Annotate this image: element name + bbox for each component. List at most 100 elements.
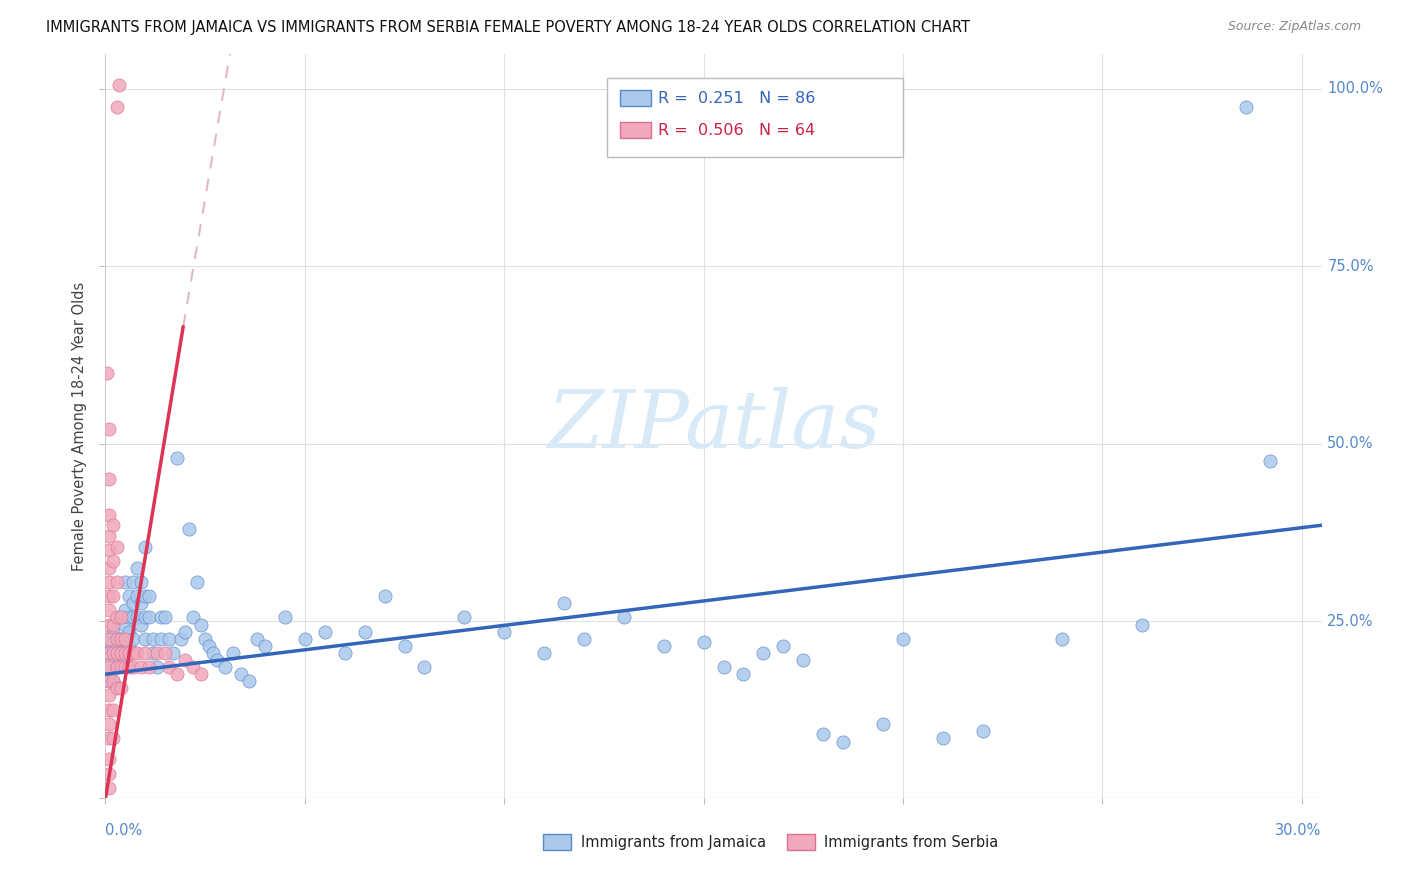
Point — [118, 589, 141, 603]
Point — [353, 624, 375, 639]
Point — [533, 646, 555, 660]
Point — [238, 674, 260, 689]
Point — [110, 646, 132, 660]
Point — [107, 540, 129, 554]
Point — [138, 610, 160, 624]
Point — [110, 660, 132, 674]
Point — [453, 610, 475, 624]
Point — [294, 632, 316, 646]
Point — [114, 660, 136, 674]
Point — [122, 610, 145, 624]
Point — [103, 624, 125, 639]
Text: Source: ZipAtlas.com: Source: ZipAtlas.com — [1227, 20, 1361, 33]
Point — [494, 624, 516, 639]
Text: 50.0%: 50.0% — [1327, 436, 1374, 451]
Point — [98, 766, 121, 780]
Point — [134, 610, 156, 624]
Point — [107, 660, 129, 674]
Point — [134, 646, 156, 660]
Point — [103, 635, 125, 649]
Point — [733, 667, 755, 681]
Point — [107, 574, 129, 589]
Point — [772, 639, 794, 653]
Point — [134, 540, 156, 554]
Point — [98, 703, 121, 717]
Point — [118, 624, 141, 639]
Y-axis label: Female Poverty Among 18-24 Year Olds: Female Poverty Among 18-24 Year Olds — [72, 281, 87, 571]
Point — [122, 574, 145, 589]
Point — [891, 632, 914, 646]
Point — [792, 653, 814, 667]
Point — [138, 660, 160, 674]
Text: 100.0%: 100.0% — [1327, 81, 1384, 96]
Point — [155, 646, 177, 660]
Text: 25.0%: 25.0% — [1327, 614, 1374, 629]
Point — [1052, 632, 1074, 646]
Point — [127, 589, 149, 603]
Point — [103, 731, 125, 745]
Point — [110, 632, 132, 646]
Point — [98, 731, 121, 745]
Point — [122, 646, 145, 660]
Point — [107, 646, 129, 660]
Point — [98, 561, 121, 575]
Point — [274, 610, 297, 624]
Point — [114, 646, 136, 660]
Point — [107, 632, 129, 646]
Point — [166, 667, 188, 681]
Point — [155, 610, 177, 624]
Point — [98, 717, 121, 731]
Point — [1234, 100, 1257, 114]
Point — [127, 646, 149, 660]
Point — [110, 646, 132, 660]
Point — [253, 639, 276, 653]
Point — [134, 589, 156, 603]
Text: R =  0.251   N = 86: R = 0.251 N = 86 — [658, 91, 815, 105]
Point — [98, 689, 121, 703]
Point — [246, 632, 269, 646]
Point — [131, 660, 153, 674]
Point — [107, 681, 129, 696]
Point — [198, 639, 221, 653]
Point — [752, 646, 775, 660]
Point — [98, 660, 121, 674]
Point — [146, 660, 169, 674]
Point — [114, 603, 136, 617]
Point — [98, 472, 121, 486]
Point — [872, 717, 894, 731]
Point — [1258, 454, 1281, 468]
Point — [98, 752, 121, 766]
Point — [107, 610, 129, 624]
Point — [142, 632, 165, 646]
Point — [553, 596, 575, 610]
Point — [98, 674, 121, 689]
Point — [146, 646, 169, 660]
Point — [114, 653, 136, 667]
Point — [103, 554, 125, 568]
Point — [131, 574, 153, 589]
Point — [107, 660, 129, 674]
Point — [98, 529, 121, 543]
Point — [103, 518, 125, 533]
Point — [157, 660, 180, 674]
Point — [98, 635, 121, 649]
Point — [572, 632, 595, 646]
Point — [222, 646, 245, 660]
Point — [1130, 617, 1153, 632]
Point — [157, 632, 180, 646]
Point — [98, 646, 121, 660]
Point — [103, 589, 125, 603]
Point — [174, 653, 197, 667]
Point — [122, 660, 145, 674]
Point — [107, 632, 129, 646]
Point — [103, 646, 125, 660]
Point — [394, 639, 416, 653]
Point — [98, 589, 121, 603]
Point — [692, 635, 714, 649]
Point — [314, 624, 336, 639]
Point — [107, 642, 129, 657]
Point — [972, 723, 994, 738]
Point — [114, 632, 136, 646]
Point — [122, 632, 145, 646]
Point — [98, 780, 121, 795]
